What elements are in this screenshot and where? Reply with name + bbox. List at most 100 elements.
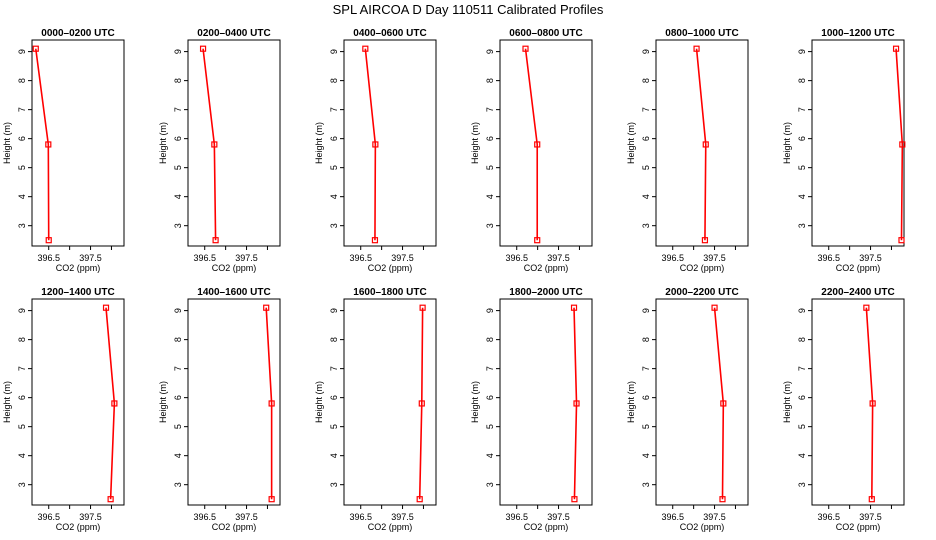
x-tick-label: 396.5 [661,512,684,522]
y-tick-label: 9 [173,308,183,313]
profile-line [265,307,273,500]
y-tick-label: 3 [797,223,807,228]
y-tick-label: 5 [17,165,27,170]
y-tick-label: 7 [485,107,495,112]
y-tick-label: 4 [173,194,183,199]
x-axis-label: CO2 (ppm) [56,522,101,532]
data-point [268,496,275,503]
panel-5: 0800–1000 UTC 396.5 397.5 3 4 5 6 7 8 9 CO2 (ppm) H… [626,28,749,273]
panel-3: 0400–0600 UTC 396.5 397.5 3 4 5 6 7 8 9 CO2 (ppm) H… [314,28,437,273]
data-point [869,400,876,407]
y-tick-label: 5 [329,165,339,170]
plot-frame [499,39,593,247]
panel-12: 2200–2400 UTC 396.5 397.5 3 4 5 6 7 8 9 CO2 (ppm) H… [782,287,905,532]
y-tick-label: 8 [485,337,495,342]
y-axis-label: Height (m) [470,122,480,164]
x-axis-label: CO2 (ppm) [368,522,413,532]
plot-frame [31,39,125,247]
x-tick-label: 396.5 [661,253,684,263]
y-tick-label: 3 [641,223,651,228]
profile-line [105,307,116,500]
data-point [372,141,379,148]
data-point [573,400,580,407]
plot-frame [187,39,281,247]
data-point [263,304,270,311]
y-tick-label: 6 [329,136,339,141]
y-tick-label: 5 [797,424,807,429]
data-point [102,304,110,311]
y-tick-label: 7 [17,107,27,112]
panel-7: 1200–1400 UTC 396.5 397.5 3 4 5 6 7 8 9 CO2 (ppm) H… [2,287,125,532]
y-axis-label: Height (m) [782,122,792,164]
y-tick-label: 8 [173,78,183,83]
panel-title: 0800–1000 UTC [665,28,738,39]
profile-line [364,48,377,241]
y-tick-label: 8 [641,78,651,83]
data-point [570,304,578,311]
x-tick-label: 396.5 [37,253,60,263]
y-tick-label: 7 [329,107,339,112]
y-tick-label: 9 [485,49,495,54]
y-tick-label: 4 [329,453,339,458]
y-tick-label: 8 [173,337,183,342]
data-point [720,400,727,407]
y-tick-label: 4 [797,453,807,458]
profile-line [713,307,725,500]
y-tick-label: 8 [797,337,807,342]
y-tick-label: 8 [17,78,27,83]
y-tick-label: 4 [173,453,183,458]
y-tick-label: 9 [641,49,651,54]
y-tick-label: 4 [797,194,807,199]
profile-line [202,48,217,241]
data-point [693,45,700,52]
y-tick-label: 3 [173,482,183,487]
y-tick-label: 7 [329,366,339,371]
x-tick-label: 396.5 [349,253,372,263]
data-point [898,237,905,244]
y-tick-label: 7 [17,366,27,371]
plot-frame [655,39,749,247]
y-tick-label: 9 [329,308,339,313]
y-tick-label: 8 [329,337,339,342]
data-point [534,141,541,148]
x-tick-label: 396.5 [349,512,372,522]
y-tick-label: 3 [329,482,339,487]
x-tick-label: 396.5 [817,253,840,263]
y-tick-label: 8 [329,78,339,83]
data-point [416,496,423,503]
y-tick-label: 4 [641,194,651,199]
panel-4: 0600–0800 UTC 396.5 397.5 3 4 5 6 7 8 9 CO2 (ppm) H… [470,28,593,273]
data-point [719,496,726,503]
x-tick-label: 396.5 [505,253,528,263]
plot-frame [499,298,593,506]
y-tick-label: 6 [17,395,27,400]
data-point [371,237,379,244]
y-tick-label: 9 [797,49,807,54]
y-tick-label: 5 [797,165,807,170]
data-point [199,45,207,52]
x-tick-label: 396.5 [817,512,840,522]
data-point [45,237,52,244]
x-axis-label: CO2 (ppm) [680,522,725,532]
y-tick-label: 9 [641,308,651,313]
panel-title: 0400–0600 UTC [353,28,426,39]
data-point [702,141,709,148]
x-tick-label: 397.5 [859,253,882,263]
x-axis-label: CO2 (ppm) [680,263,725,273]
x-tick-label: 397.5 [391,512,414,522]
data-point [571,496,578,503]
y-tick-label: 4 [329,194,339,199]
panel-title: 1400–1600 UTC [197,287,270,298]
x-tick-label: 397.5 [79,512,102,522]
y-tick-label: 3 [329,223,339,228]
x-axis-label: CO2 (ppm) [836,263,881,273]
panel-11: 2000–2200 UTC 396.5 397.5 3 4 5 6 7 8 9 CO2 (ppm) H… [626,287,749,532]
panel-title: 2200–2400 UTC [821,287,894,298]
x-axis-label: CO2 (ppm) [524,522,569,532]
panel-9: 1600–1800 UTC 396.5 397.5 3 4 5 6 7 8 9 CO2 (ppm) H… [314,287,437,532]
panel-1: 0000–0200 UTC 396.5 397.5 3 4 5 6 7 8 9 CO2 (ppm) H… [2,28,125,273]
y-tick-label: 3 [485,482,495,487]
panel-title: 0600–0800 UTC [509,28,582,39]
